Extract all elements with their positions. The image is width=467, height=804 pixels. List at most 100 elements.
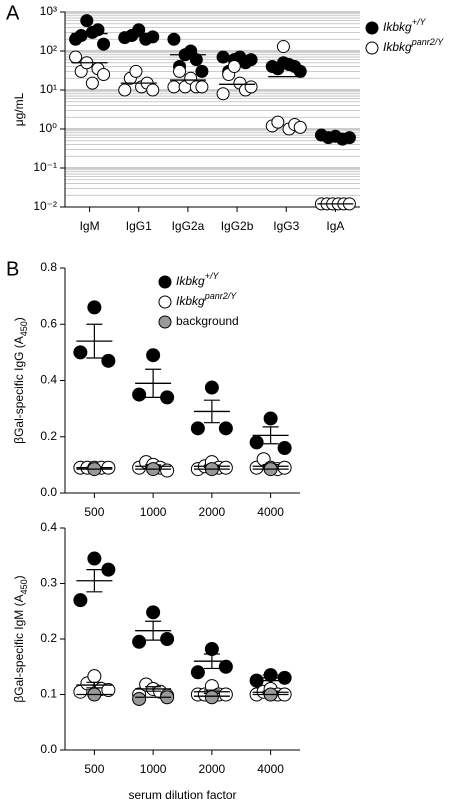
x-tick-label: IgG1 xyxy=(126,219,152,233)
data-point xyxy=(132,387,147,402)
y-tick-label: 10⁰ xyxy=(39,121,57,135)
data-point xyxy=(97,67,111,81)
y-tick-label: 10³ xyxy=(40,4,57,18)
legend-name: Ikbkg xyxy=(176,294,205,308)
data-point xyxy=(69,50,83,64)
y-axis-label-text: μg/mL xyxy=(12,92,26,126)
x-tick-label: 2000 xyxy=(199,762,226,776)
data-point xyxy=(87,669,102,684)
x-tick-label: 500 xyxy=(84,762,104,776)
data-point xyxy=(87,300,102,315)
data-point xyxy=(87,551,102,566)
data-point xyxy=(132,691,147,706)
legend-name-sup: panr2/Y xyxy=(411,37,445,47)
legend-name: Ikbkg xyxy=(383,40,412,54)
data-point xyxy=(293,120,307,134)
x-tick-label: 1000 xyxy=(140,762,167,776)
x-tick-label: 500 xyxy=(84,505,104,519)
legend-label: Ikbkg+/Y xyxy=(383,17,426,34)
y-tick-label: 0.2 xyxy=(40,429,57,443)
x-tick-label: 4000 xyxy=(257,762,284,776)
y-axis-label: μg/mL xyxy=(12,92,26,126)
legend-swatch xyxy=(158,315,172,329)
data-point xyxy=(190,665,205,680)
data-point xyxy=(293,64,307,78)
data-point xyxy=(204,380,219,395)
x-tick-label: IgM xyxy=(80,219,100,233)
data-point xyxy=(160,390,175,405)
data-point xyxy=(132,634,147,649)
data-point xyxy=(146,83,160,97)
panel-letter: A xyxy=(6,2,20,24)
y-tick-label: 0.3 xyxy=(40,576,57,590)
data-point xyxy=(218,687,233,702)
y-axis-label-sub: 450 xyxy=(19,321,29,336)
y-tick-label: 10² xyxy=(40,43,57,57)
data-point xyxy=(204,690,219,705)
data-point xyxy=(216,87,230,101)
legend-label: Ikbkg+/Y xyxy=(176,271,219,288)
data-point xyxy=(160,632,175,646)
data-point xyxy=(74,28,88,42)
data-point xyxy=(190,421,205,436)
y-axis-label-end: ) xyxy=(12,575,26,579)
x-tick-label: 2000 xyxy=(199,505,226,519)
y-axis-label: βGal-specific IgM (A450) xyxy=(12,575,29,702)
legend-label: background xyxy=(176,314,239,328)
x-tick-label: IgA xyxy=(326,219,344,233)
data-point xyxy=(263,411,278,426)
data-point xyxy=(244,80,258,94)
legend-name: Ikbkg xyxy=(383,20,412,34)
y-axis-label-text: βGal-specific IgM (A xyxy=(12,594,26,702)
data-point xyxy=(167,32,181,46)
data-point xyxy=(276,40,290,54)
y-axis-label-end: ) xyxy=(12,317,26,321)
data-point xyxy=(80,14,94,28)
legend-label: Ikbkgpanr2/Y xyxy=(176,291,237,308)
y-tick-label: 0.0 xyxy=(40,485,57,499)
data-point xyxy=(271,115,285,129)
data-point xyxy=(195,64,209,78)
data-point xyxy=(132,23,146,37)
data-point xyxy=(173,64,187,78)
y-axis-label-text: βGal-specific IgG (A xyxy=(12,336,26,444)
data-point xyxy=(189,53,203,67)
y-tick-label: 0.4 xyxy=(40,520,57,534)
data-point xyxy=(195,80,209,94)
y-tick-label: 10⁻² xyxy=(33,199,57,213)
data-point xyxy=(73,345,88,360)
legend-name: Ikbkg xyxy=(176,274,205,288)
data-point xyxy=(277,460,292,475)
data-point xyxy=(218,460,233,475)
data-point xyxy=(91,23,105,37)
legend-name-sup: panr2/Y xyxy=(204,291,238,301)
y-tick-label: 0.8 xyxy=(40,260,57,274)
x-tick-label: IgG2a xyxy=(172,219,205,233)
data-point xyxy=(160,463,175,478)
data-point xyxy=(101,562,116,577)
y-tick-label: 0.1 xyxy=(40,687,57,701)
legend-label: Ikbkgpanr2/Y xyxy=(383,37,444,54)
data-point xyxy=(101,353,116,368)
legend-name: background xyxy=(176,314,239,328)
legend-swatch xyxy=(158,275,172,289)
data-point xyxy=(167,80,181,94)
y-tick-label: 0.0 xyxy=(40,742,57,756)
data-point xyxy=(97,37,111,51)
x-tick-label: 1000 xyxy=(140,505,167,519)
data-point xyxy=(218,659,233,674)
data-point xyxy=(216,50,230,64)
data-point xyxy=(101,683,116,698)
legend-swatch xyxy=(365,21,379,35)
y-tick-label: 0.4 xyxy=(40,373,57,387)
legend-swatch xyxy=(365,41,379,55)
y-tick-label: 0.6 xyxy=(40,316,57,330)
data-point xyxy=(342,131,356,145)
x-tick-label: IgG2b xyxy=(221,219,254,233)
y-tick-label: 10⁻¹ xyxy=(33,160,57,174)
data-point xyxy=(146,348,161,363)
x-axis-label: serum dilution factor xyxy=(128,788,236,802)
y-tick-label: 0.2 xyxy=(40,631,57,645)
y-axis-label-sub: 450 xyxy=(19,579,29,594)
